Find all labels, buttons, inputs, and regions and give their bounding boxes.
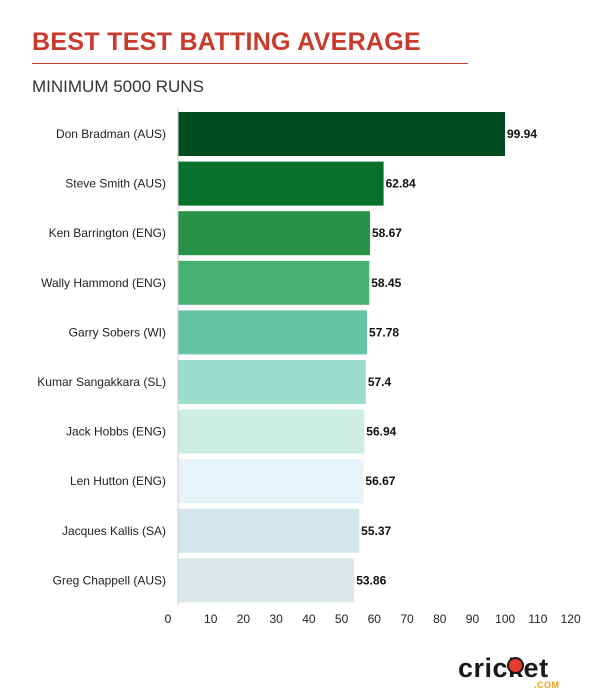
x-tick-label: 60: [368, 612, 382, 626]
category-label: Greg Chappell (AUS): [53, 573, 166, 587]
chart-title: BEST TEST BATTING AVERAGE: [32, 28, 421, 56]
value-label: 58.67: [372, 226, 402, 240]
x-tick-label: 50: [335, 612, 349, 626]
value-label: 58.45: [371, 276, 401, 290]
x-tick-label: 40: [302, 612, 316, 626]
category-label: Wally Hammond (ENG): [41, 276, 166, 290]
bar: [178, 211, 370, 256]
value-label: 62.84: [386, 177, 416, 191]
value-label: 57.78: [369, 325, 399, 339]
bar: [178, 161, 384, 206]
bar: [178, 112, 506, 156]
category-label: Jacques Kallis (SA): [62, 524, 166, 538]
bar: [178, 360, 366, 404]
category-label: Len Hutton (ENG): [70, 474, 166, 488]
category-label: Ken Barrington (ENG): [49, 226, 166, 240]
x-tick-label: 20: [237, 612, 251, 626]
category-label: Don Bradman (AUS): [56, 127, 166, 141]
category-label: Steve Smith (AUS): [65, 177, 166, 191]
x-tick-label: 10: [204, 612, 218, 626]
x-tick-label: 70: [400, 612, 414, 626]
chart-subtitle: MINIMUM 5000 RUNS: [32, 77, 204, 96]
x-tick-label: 80: [433, 612, 447, 626]
bar: [178, 260, 370, 305]
logo-wordmark: cricket: [458, 653, 549, 683]
x-tick-label: 30: [269, 612, 283, 626]
bar: [178, 459, 364, 504]
value-label: 56.67: [365, 474, 395, 488]
title-underline: [32, 63, 468, 64]
bar-chart: Don Bradman (AUS) 99.94 Steve Smith (AUS) 6…: [37, 108, 581, 626]
cricket-ball-icon: [507, 657, 524, 674]
category-label: Kumar Sangakkara (SL): [37, 375, 166, 389]
logo-suffix: .COM: [534, 680, 560, 690]
category-label: Jack Hobbs (ENG): [66, 425, 166, 439]
x-tick-label: 0: [165, 612, 172, 626]
x-tick-label: 120: [561, 612, 581, 626]
cricket-com-logo: cricket .COM: [458, 653, 576, 691]
bar: [178, 409, 365, 454]
bar: [178, 508, 360, 553]
x-tick-label: 110: [528, 612, 547, 626]
value-label: 56.94: [366, 425, 396, 439]
value-label: 99.94: [507, 127, 537, 141]
category-label: Garry Sobers (WI): [69, 325, 166, 339]
x-tick-label: 100: [495, 612, 515, 626]
bar: [178, 558, 355, 603]
value-label: 57.4: [368, 375, 392, 389]
bar: [178, 310, 368, 355]
x-tick-label: 90: [466, 612, 480, 626]
value-label: 53.86: [356, 573, 386, 587]
value-label: 55.37: [361, 524, 391, 538]
